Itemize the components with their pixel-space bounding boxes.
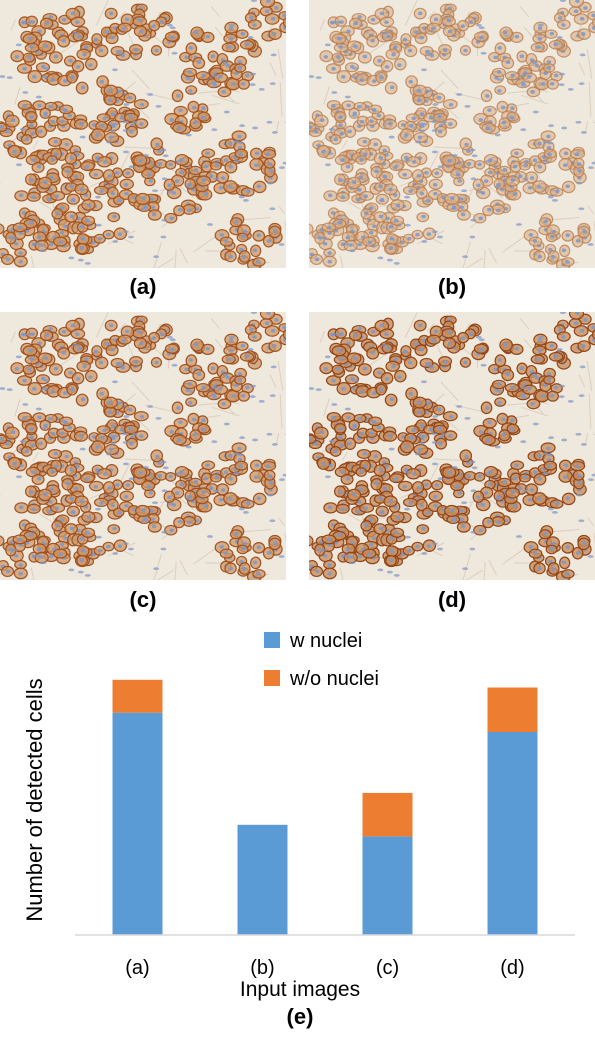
bar-w-nuclei-c [362,836,413,935]
bar-wo-nuclei-c [362,792,413,837]
x-tick-label-b: (b) [250,957,274,979]
panel-label-c: (c) [129,587,157,612]
bar-wo-nuclei-d [487,687,538,732]
micrograph-image-b [309,0,595,268]
micrograph-panel-a [0,0,286,268]
micrograph-panel-c [0,312,286,580]
panel-label-d: (d) [437,587,467,612]
x-tick-labels: (a) (b) (c) (d) [125,957,524,979]
panel-label-b: (b) [437,274,467,299]
stacked-bar-chart: (a) (b) (c) (d) Number of detected cells In… [22,630,575,1029]
micrograph-panel-d [309,312,595,580]
x-tick-label-a: (a) [125,957,149,979]
micrograph-image-d [309,312,595,580]
legend-swatch-wo-nuclei [264,670,280,686]
panel-label-a: (a) [129,274,157,299]
chart-legend: w nuclei w/o nuclei [264,630,379,690]
chart-bars [112,679,538,935]
legend-label-wo-nuclei: w/o nuclei [289,668,379,690]
panel-label-e: (e) [287,1004,314,1029]
micrograph-image-c [0,312,286,580]
bar-w-nuclei-d [487,732,538,935]
legend-label-w-nuclei: w nuclei [289,630,362,652]
legend-swatch-w-nuclei [264,632,280,648]
bar-wo-nuclei-a [112,679,163,713]
bar-w-nuclei-b [237,824,288,935]
x-axis-label: Input images [240,978,360,1001]
x-tick-label-c: (c) [376,957,399,979]
micrograph-image-a [0,0,286,268]
x-tick-label-d: (d) [500,957,524,979]
bar-w-nuclei-a [112,712,163,935]
micrograph-panel-b [309,0,595,268]
y-axis-label: Number of detected cells [22,678,47,921]
